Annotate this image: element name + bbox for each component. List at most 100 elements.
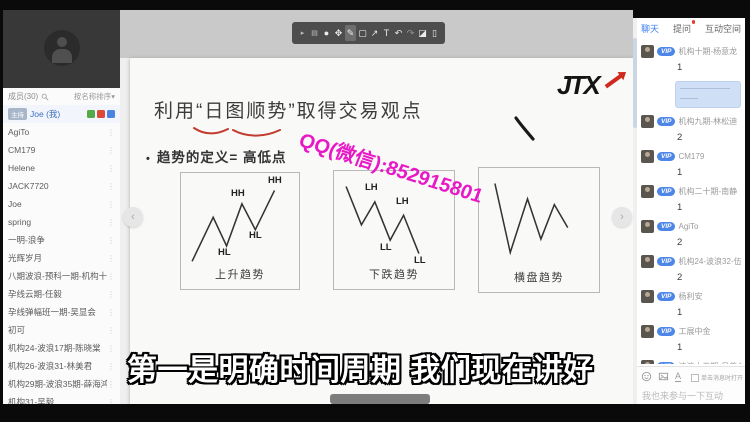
chart-downtrend: LH LH LL LL 下跌趋势 xyxy=(333,170,455,290)
laser-icon[interactable]: ● xyxy=(323,28,330,38)
uptrend-zigzag xyxy=(191,190,276,262)
member-row[interactable]: 光辉岁月 ⋮ xyxy=(3,249,120,267)
member-row[interactable]: 机构31-吴毅 ⋮ xyxy=(3,393,120,404)
chat-text: 1 xyxy=(677,202,683,214)
pen-icon[interactable]: ✎ xyxy=(345,25,356,41)
undo-icon[interactable]: ↶ xyxy=(394,27,403,38)
eraser-icon[interactable]: ◪ xyxy=(418,27,427,38)
slides-icon[interactable]: ▤ xyxy=(311,30,318,37)
chat-input[interactable]: 我也来参与一下互动 xyxy=(642,391,724,401)
chat-text: 2 xyxy=(677,132,683,144)
chat-username: 波浪十五期-吕养金 xyxy=(678,361,741,364)
member-row[interactable]: 一明-浪争 ⋮ xyxy=(3,231,120,249)
member-row[interactable]: 孕线云期-任毅 ⋮ xyxy=(3,285,120,303)
chart-sideways: 横盘趋势 xyxy=(478,167,600,293)
next-slide-button[interactable]: › xyxy=(612,207,632,227)
chat-username: 机构二十期-南静 xyxy=(678,187,738,197)
redo-icon[interactable]: ↷ xyxy=(406,27,415,38)
more-icon[interactable]: ⋮ xyxy=(107,361,115,371)
more-icon[interactable]: ⋮ xyxy=(107,217,115,227)
live-caption: 第一是明确时间周期 我们现在讲好 xyxy=(127,354,594,387)
prev-slide-button[interactable]: ‹ xyxy=(123,207,143,227)
member-name: Joe xyxy=(8,199,22,209)
member-row[interactable]: Helene ⋮ xyxy=(3,159,120,177)
member-name: 孕线云期-任毅 xyxy=(8,289,62,299)
emoji-icon[interactable] xyxy=(641,371,652,382)
chat-text: 1 xyxy=(677,62,683,73)
tab-questions[interactable]: 提问 xyxy=(673,20,695,35)
chart-point-label: HH xyxy=(231,188,245,199)
sort-dropdown[interactable]: 按名称排序 ▾ xyxy=(74,91,115,102)
chat-scrollbar[interactable] xyxy=(633,18,637,404)
more-icon[interactable]: ⋮ xyxy=(107,235,115,245)
chat-message: VIP CM179 1 xyxy=(641,150,741,178)
tab-interaction[interactable]: 互动空间 xyxy=(704,24,741,34)
more-icon[interactable]: ⋮ xyxy=(107,181,115,191)
member-name: 机构26-波浪31-林美君 xyxy=(8,361,93,371)
more-icon[interactable]: ⋮ xyxy=(107,163,115,173)
text-icon[interactable]: T xyxy=(383,28,390,38)
sideways-zigzag xyxy=(494,183,569,256)
member-row[interactable]: 孕线弹幅班一期-吴显会 ⋮ xyxy=(3,303,120,321)
bullet-icon: • xyxy=(146,153,151,165)
camera-status-icon[interactable] xyxy=(97,110,105,118)
image-icon[interactable] xyxy=(658,371,669,382)
presentation-area: ▸ ▤ ● ✥ ✎ ▢ ↗ T ↶ ↷ ◪ ▯ xyxy=(120,10,633,404)
letterbox-left xyxy=(0,0,3,422)
chat-message-list[interactable]: VIP 机构十期-杨意龙 1 -------------------------… xyxy=(637,38,745,364)
rect-icon[interactable]: ▢ xyxy=(358,27,367,38)
chart-caption: 下跌趋势 xyxy=(369,269,419,281)
member-row[interactable]: 机构24-波浪17期-陈晓棠 ⋮ xyxy=(3,339,120,357)
more-icon[interactable]: ⋮ xyxy=(107,325,115,335)
checkbox-icon[interactable] xyxy=(690,373,699,382)
member-name: JACK7720 xyxy=(8,181,49,191)
presenter-video[interactable] xyxy=(3,10,120,88)
member-row[interactable]: spring ⋮ xyxy=(3,213,120,231)
member-row[interactable]: CM179 ⋮ xyxy=(3,141,120,159)
vip-badge: VIP xyxy=(657,257,676,267)
letterbox-bottom xyxy=(0,404,750,422)
member-row[interactable]: 机构26-波浪31-林美君 ⋮ xyxy=(3,357,120,375)
more-icon[interactable]: ⋮ xyxy=(107,253,115,263)
font-icon[interactable]: A xyxy=(675,371,682,382)
more-icon[interactable]: ⋮ xyxy=(107,145,115,155)
more-icon[interactable]: ⋮ xyxy=(107,127,115,137)
trash-icon[interactable]: ▯ xyxy=(432,27,437,38)
chart-point-label: LH xyxy=(396,196,409,207)
more-icon[interactable]: ⋮ xyxy=(107,271,115,281)
member-row-self[interactable]: 主持 Joe (我) xyxy=(3,105,120,123)
more-icon[interactable]: ⋮ xyxy=(107,289,115,299)
more-icon[interactable]: ⋮ xyxy=(107,199,115,209)
chat-message: VIP 机构九期-林松迪 2 xyxy=(641,115,741,143)
chat-message: VIP 机构二十期-南静 1 xyxy=(641,185,741,213)
mic-status-icon[interactable] xyxy=(87,110,95,118)
more-icon[interactable]: ⋮ xyxy=(107,379,115,389)
search-icon[interactable] xyxy=(41,93,49,101)
chat-username: 机构九期-林松迪 xyxy=(678,117,738,127)
collapse-icon[interactable]: ▸ xyxy=(300,30,305,37)
member-name: 机构24-波浪17期-陈晓棠 xyxy=(8,343,101,353)
vip-badge: VIP xyxy=(657,47,676,56)
avatar xyxy=(641,360,654,364)
member-row[interactable]: AgiTo ⋮ xyxy=(3,123,120,141)
screen-share-icon[interactable] xyxy=(107,110,115,118)
member-row[interactable]: 八期波浪-预科一期-机构十期-杨意龙 ⋮ xyxy=(3,267,120,285)
member-row[interactable]: JACK7720 ⋮ xyxy=(3,177,120,195)
more-icon[interactable]: ⋮ xyxy=(107,307,115,317)
move-icon[interactable]: ✥ xyxy=(334,27,343,38)
member-name: Joe (我) xyxy=(30,109,61,119)
arrow-icon[interactable]: ↗ xyxy=(370,27,379,38)
chat-tabs: 聊天 提问 互动空间 xyxy=(641,20,741,35)
chat-option-checkbox[interactable]: 单击消息时打开 xyxy=(690,373,743,382)
member-row[interactable]: 机构29期-波浪35期-薛海鸿 ⋮ xyxy=(3,375,120,393)
member-row[interactable]: 初可 ⋮ xyxy=(3,321,120,339)
tab-chat[interactable]: 聊天 xyxy=(641,24,660,34)
more-icon[interactable]: ⋮ xyxy=(107,343,115,353)
more-icon[interactable]: ⋮ xyxy=(107,397,115,405)
slide-bullet: • 趋势的定义= 高低点 xyxy=(146,150,287,165)
page-control-bar[interactable] xyxy=(330,394,430,404)
jtx-logo: JTX xyxy=(557,70,624,102)
chart-point-label: HL xyxy=(218,247,231,258)
member-row[interactable]: Joe ⋮ xyxy=(3,195,120,213)
member-name: 光辉岁月 xyxy=(8,253,43,263)
